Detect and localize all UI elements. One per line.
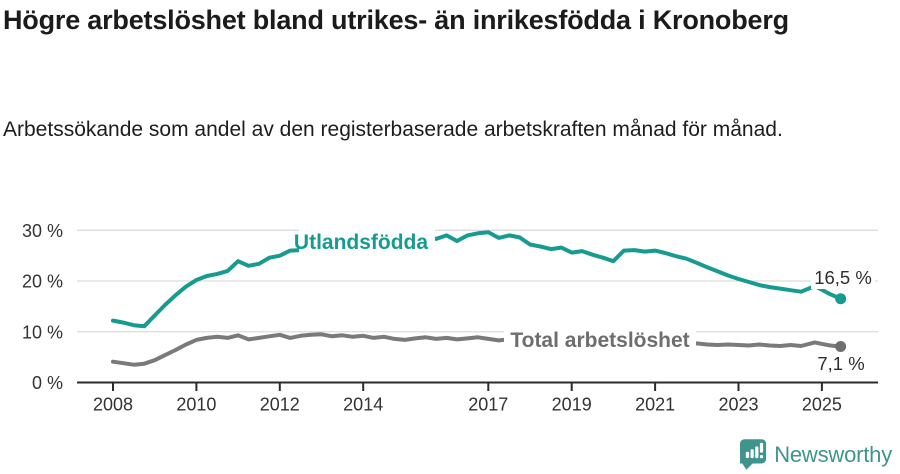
logo-bubble-tail <box>741 462 754 470</box>
newsworthy-logo-text: Newsworthy <box>774 441 892 467</box>
series-label-halo <box>504 328 696 352</box>
x-tick-label: 2025 <box>802 395 842 415</box>
x-tick-label: 2012 <box>260 395 300 415</box>
x-tick-label: 2008 <box>93 395 133 415</box>
series-line-total <box>111 332 843 367</box>
x-tick-label: 2010 <box>176 395 216 415</box>
series-label-utlandsfodda: Utlandsfödda <box>294 231 428 254</box>
annotation-halo <box>811 266 875 289</box>
y-tick-label: 0 % <box>32 373 63 393</box>
end-value-label: 7,1 % <box>817 353 864 374</box>
newsworthy-bars-icon <box>740 439 767 470</box>
x-tick-label: 2021 <box>635 395 675 415</box>
end-dot <box>835 293 847 305</box>
series-label-total: Total arbetslöshet <box>510 329 689 352</box>
y-tick-label: 30 % <box>22 221 63 241</box>
x-tick-label: 2019 <box>552 395 592 415</box>
x-tick-label: 2014 <box>343 395 383 415</box>
end-dot <box>835 340 847 352</box>
page-title: Högre arbetslöshet bland utrikes- än inr… <box>3 5 789 35</box>
newsworthy-logo: Newsworthy <box>740 438 892 471</box>
unemployment-line-chart: 0 % 10 % 20 % 30 % 2008 2010 2012 2014 2017 2019 2… <box>22 221 878 415</box>
page-subtitle: Arbetssökande som andel av den registerb… <box>3 118 783 141</box>
y-tick-label: 10 % <box>22 322 63 342</box>
series-line-utlandsfodda <box>111 230 843 329</box>
x-tick-label: 2017 <box>468 395 508 415</box>
logo-bar-chart <box>746 442 764 459</box>
series-label-halo <box>299 228 435 254</box>
x-tick-label: 2023 <box>718 395 758 415</box>
end-value-label: 16,5 % <box>814 267 872 288</box>
y-tick-label: 20 % <box>22 272 63 292</box>
